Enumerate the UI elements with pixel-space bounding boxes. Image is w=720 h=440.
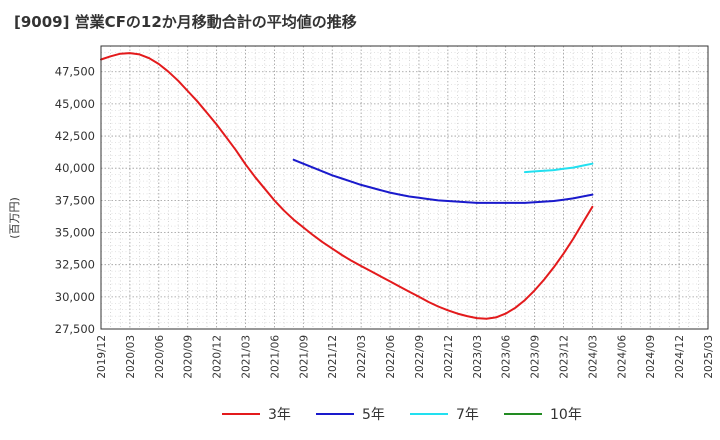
x-tick-label: 2019/12	[96, 335, 108, 379]
y-tick-label: 27,500	[55, 322, 95, 336]
x-tick-label: 2022/12	[443, 335, 455, 379]
x-tick-label: 2021/06	[269, 335, 281, 379]
legend-label: 5年	[362, 407, 385, 423]
legend-swatch	[504, 413, 542, 415]
x-tick-label: 2024/09	[645, 335, 657, 379]
y-tick-label: 47,500	[55, 65, 95, 79]
x-tick-label: 2023/09	[530, 335, 542, 379]
grid-layer	[100, 46, 709, 330]
legend-swatch	[316, 413, 354, 415]
legend-item: 3年	[222, 404, 291, 424]
legend-item: 5年	[316, 404, 385, 424]
x-tick-label: 2020/06	[154, 335, 166, 379]
series-line-3	[523, 162, 594, 174]
legend-swatch	[410, 413, 448, 415]
chart-title: [9009] 営業CFの12か月移動合計の平均値の推移	[14, 13, 357, 31]
x-tick-label: 2021/03	[241, 335, 253, 379]
x-tick-labels: 2019/12 2020/03 2020/06 2020/09 2020/12 2021/…	[96, 335, 715, 379]
legend-label: 3年	[268, 407, 291, 423]
series-layer	[100, 52, 594, 320]
legend-swatch	[222, 413, 260, 415]
x-tick-label: 2023/12	[558, 335, 570, 379]
x-tick-label: 2023/03	[472, 335, 484, 379]
plot-frame	[100, 45, 709, 330]
y-tick-label: 40,000	[55, 161, 95, 175]
y-tick-label: 35,000	[55, 226, 95, 240]
y-tick-label: 42,500	[55, 129, 95, 143]
y-tick-label: 32,500	[55, 258, 95, 272]
y-tick-label: 37,500	[55, 193, 95, 207]
x-tick-label: 2023/06	[501, 335, 513, 379]
x-tick-label: 2020/12	[212, 335, 224, 379]
x-tick-label: 2024/06	[616, 335, 628, 379]
y-tick-labels: 27,500 30,000 32,500 35,000 37,500 40,000 42,5…	[55, 65, 95, 336]
y-tick-label: 45,000	[55, 97, 95, 111]
series-line-2	[292, 158, 594, 204]
legend-item: 10年	[504, 404, 582, 424]
legend-item: 7年	[410, 404, 479, 424]
x-tick-label: 2022/06	[385, 335, 397, 379]
chart-plot: 27,500 30,000 32,500 35,000 37,500 40,000 42,5…	[55, 45, 715, 379]
x-tick-label: 2021/12	[327, 335, 339, 379]
x-tick-label: 2025/03	[703, 335, 715, 379]
legend-label: 10年	[550, 407, 582, 423]
x-tick-label: 2021/09	[298, 335, 310, 379]
y-tick-label: 30,000	[55, 290, 95, 304]
x-tick-label: 2022/09	[414, 335, 426, 379]
x-tick-label: 2020/09	[183, 335, 195, 379]
x-tick-label: 2024/03	[587, 335, 599, 379]
legend-label: 7年	[456, 407, 479, 423]
series-line-1	[100, 52, 594, 320]
x-tick-label: 2024/12	[674, 335, 686, 379]
legend: 3年 5年 7年 10年	[0, 404, 720, 428]
x-tick-label: 2022/03	[356, 335, 368, 379]
x-tick-label: 2020/03	[125, 335, 137, 379]
